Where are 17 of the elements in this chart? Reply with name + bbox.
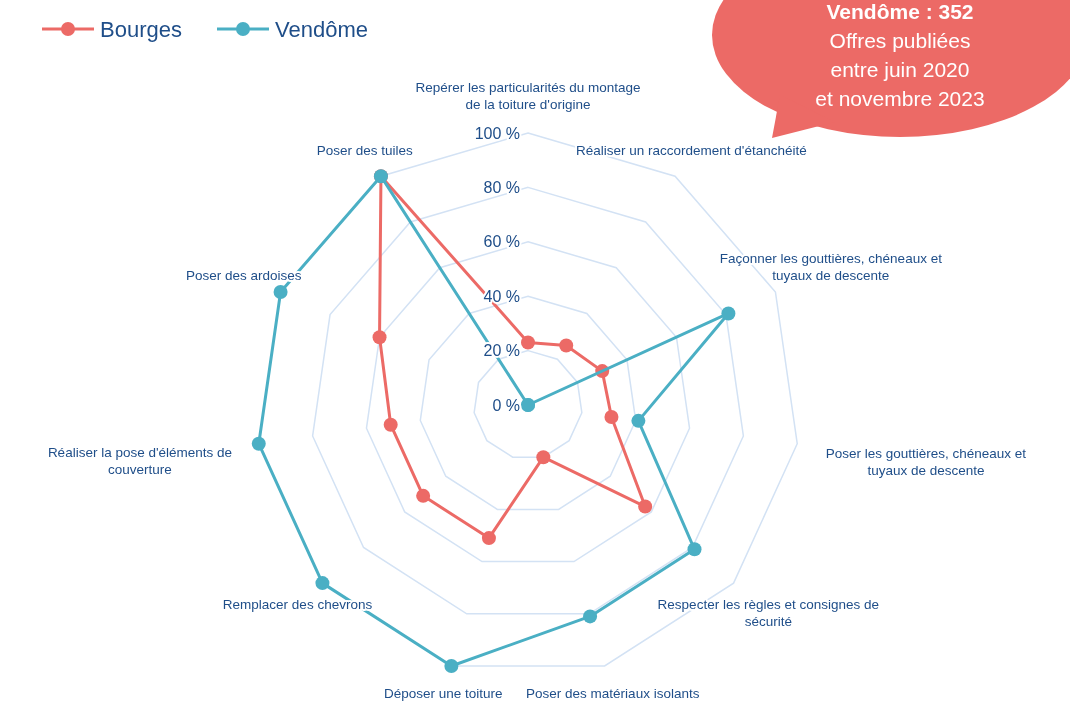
spoke-label: Poser des matériaux isolants <box>526 686 700 702</box>
spoke-label: Poser des tuiles <box>316 143 413 159</box>
text: Vendôme : 352 <box>826 0 974 23</box>
spoke-label: Réaliser un raccordement d'étanchéité <box>575 143 807 159</box>
spoke-label: Poser les gouttières, chéneaux et tuyaux de descente <box>825 446 1027 479</box>
y-tick-label: 60 % <box>483 233 520 251</box>
legend-label: Bourges <box>100 16 182 42</box>
spoke-label: Déposer une toiture <box>383 686 503 702</box>
text: Offres publiées entre juin 2020 et novembre 2023 <box>815 28 985 110</box>
y-tick-label: 0 % <box>492 396 520 414</box>
spoke-label: Réaliser la pose d'éléments de couverture <box>47 444 233 477</box>
legend-label: Vendôme <box>275 16 368 42</box>
y-tick-label: 100 % <box>474 124 520 142</box>
spoke-label: Façonner les gouttières, chéneaux et tuyaux de descente <box>719 250 943 283</box>
spoke-label: Respecter les règles et consignes de sécurité <box>657 597 879 630</box>
y-tick-label: 80 % <box>483 178 520 196</box>
spoke-label: Repérer les particularités du montage de la toiture d'origine <box>415 80 641 112</box>
